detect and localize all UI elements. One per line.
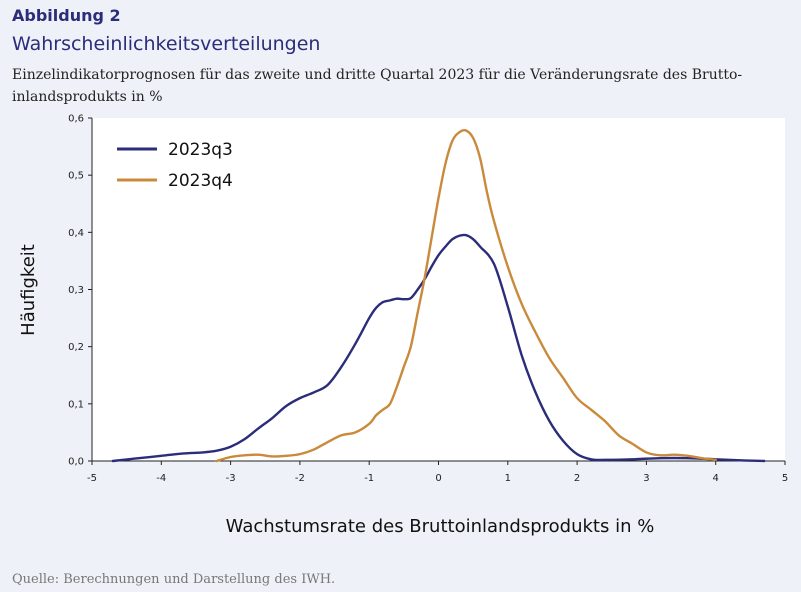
x-tick-label: 0 bbox=[435, 473, 441, 484]
legend-label-2023q4: 2023q4 bbox=[168, 171, 233, 191]
x-tick-label: 2 bbox=[574, 473, 580, 484]
x-tick-label: -1 bbox=[364, 473, 374, 484]
x-tick-label: 3 bbox=[643, 473, 649, 484]
y-tick-label: 0,3 bbox=[68, 285, 84, 296]
axes: 0,0 0,1 0,2 0,3 0,4 0,5 0,6 -5 -4 -3 -2 -1 0 1 2 3 4 5 bbox=[68, 114, 788, 485]
x-tick-label: -5 bbox=[87, 473, 97, 484]
y-axis-label: Häufigkeit bbox=[18, 244, 39, 336]
figure-subtitle: Einzelindikatorprognosen für das zweite … bbox=[12, 67, 743, 105]
y-tick-label: 0,6 bbox=[68, 114, 84, 125]
x-tick-label: -4 bbox=[156, 473, 166, 484]
y-tick-label: 0,2 bbox=[68, 342, 84, 353]
figure-source: Quelle: Berechnungen und Darstellung des… bbox=[12, 572, 336, 587]
legend: 2023q3 2023q4 bbox=[117, 140, 233, 191]
x-axis-label: Wachstumsrate des Bruttoinlandsprodukts … bbox=[226, 516, 655, 537]
figure-title: Wahrscheinlichkeitsverteilungen bbox=[12, 33, 321, 55]
x-tick-label: 4 bbox=[713, 473, 719, 484]
y-tick-label: 0,5 bbox=[68, 171, 84, 182]
x-tick-label: -3 bbox=[226, 473, 236, 484]
x-tick-label: 1 bbox=[505, 473, 511, 484]
y-tick-label: 0,1 bbox=[68, 399, 84, 410]
y-tick-label: 0,0 bbox=[68, 457, 84, 468]
figure-label: Abbildung 2 bbox=[12, 6, 121, 25]
x-tick-label: 5 bbox=[782, 473, 788, 484]
legend-label-2023q3: 2023q3 bbox=[168, 140, 233, 160]
x-tick-label: -2 bbox=[295, 473, 305, 484]
series-line-2023q3 bbox=[111, 233, 766, 463]
series-line-2023q4 bbox=[215, 129, 717, 463]
series-layer bbox=[111, 129, 766, 463]
y-tick-label: 0,4 bbox=[68, 228, 84, 239]
plot-area bbox=[92, 118, 785, 461]
